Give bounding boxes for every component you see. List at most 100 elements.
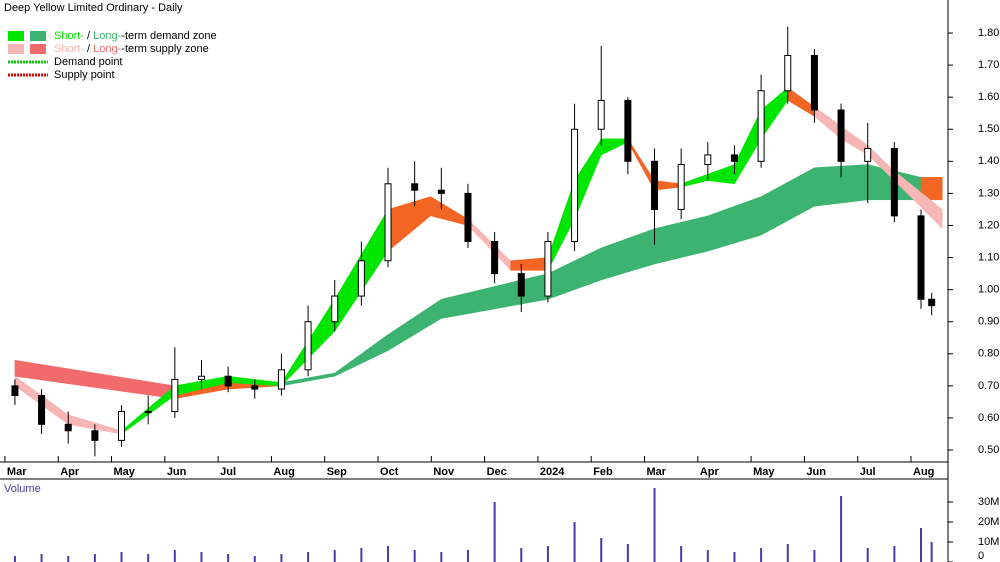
volume-bar bbox=[200, 552, 203, 562]
volume-bar bbox=[840, 496, 843, 562]
x-tick-label: May bbox=[114, 466, 136, 478]
candle-body bbox=[730, 154, 738, 162]
y-tick-label: 0.90 bbox=[978, 316, 999, 328]
candle-body bbox=[411, 183, 419, 191]
candle-body bbox=[544, 241, 552, 297]
volume-bar bbox=[680, 546, 683, 562]
volume-bar bbox=[786, 544, 789, 562]
zone-band bbox=[600, 138, 629, 156]
candle-body bbox=[597, 99, 605, 130]
zone-band bbox=[14, 359, 176, 399]
volume-bar bbox=[760, 548, 763, 562]
zone-band bbox=[840, 125, 868, 156]
x-tick-label: Dec bbox=[487, 466, 507, 478]
zone-band bbox=[707, 196, 762, 252]
y-tick-label: 1.10 bbox=[978, 251, 999, 263]
volume-bar bbox=[413, 550, 416, 562]
candle-body bbox=[704, 154, 712, 166]
x-tick-label: Feb bbox=[593, 466, 613, 478]
zone-band bbox=[654, 180, 682, 191]
volume-bar bbox=[307, 552, 310, 562]
zone-band bbox=[387, 298, 442, 352]
candle-body bbox=[251, 385, 259, 390]
legend-label: Supply point bbox=[54, 69, 115, 81]
candle-body bbox=[810, 54, 818, 111]
x-tick-label: Jul bbox=[220, 466, 236, 478]
y-tick-label: 30M bbox=[978, 496, 999, 508]
candle-body bbox=[118, 411, 126, 441]
candle-body bbox=[677, 164, 685, 210]
legend-label: Long- bbox=[93, 30, 121, 42]
candle-body bbox=[624, 99, 632, 162]
y-tick-label: 0.80 bbox=[978, 348, 999, 360]
legend-label: / bbox=[84, 30, 93, 42]
x-tick-label: Apr bbox=[700, 466, 720, 478]
volume-bar bbox=[173, 550, 176, 562]
candle-body bbox=[171, 378, 179, 413]
zone-band bbox=[814, 106, 842, 140]
candle-body bbox=[144, 411, 152, 414]
zone-band bbox=[441, 286, 495, 319]
volume-bar bbox=[653, 488, 656, 562]
legend-swatch bbox=[30, 31, 46, 41]
chart-title: Deep Yellow Limited Ordinary - Daily bbox=[4, 2, 183, 14]
candle-body bbox=[464, 192, 472, 243]
x-tick-label: Jul bbox=[860, 466, 876, 478]
candle-body bbox=[224, 375, 232, 387]
zone-band bbox=[600, 228, 655, 281]
volume-bar bbox=[626, 544, 629, 562]
volume-bar bbox=[227, 554, 230, 562]
zone-band bbox=[707, 164, 735, 185]
volume-bar bbox=[733, 552, 736, 562]
candle-body bbox=[64, 423, 72, 432]
candle-body bbox=[651, 160, 659, 210]
candle-body bbox=[331, 295, 339, 323]
candle-body bbox=[384, 183, 392, 262]
volume-bar bbox=[573, 522, 576, 562]
x-tick-label: Mar bbox=[7, 466, 27, 478]
volume-bar bbox=[333, 550, 336, 562]
candle-body bbox=[837, 109, 845, 162]
x-tick-label: Mar bbox=[647, 466, 667, 478]
volume-bar bbox=[387, 546, 390, 562]
y-tick-label: 20M bbox=[978, 516, 999, 528]
volume-bar bbox=[67, 556, 70, 562]
legend-swatch bbox=[8, 44, 24, 54]
legend-label: / bbox=[84, 43, 93, 55]
zone-band bbox=[547, 180, 575, 271]
volume-bar bbox=[360, 548, 363, 562]
candle-body bbox=[491, 241, 499, 275]
y-tick-label: 1.80 bbox=[978, 27, 999, 39]
volume-bar bbox=[920, 528, 923, 562]
zone-band bbox=[467, 218, 511, 272]
volume-bar bbox=[893, 546, 896, 562]
x-tick-label: Jun bbox=[806, 466, 826, 478]
zone-band bbox=[627, 138, 655, 192]
candle-body bbox=[357, 260, 365, 297]
x-tick-label: Oct bbox=[380, 466, 399, 478]
y-tick-label: 1.70 bbox=[978, 59, 999, 71]
legend-label: Short- bbox=[54, 43, 84, 55]
candle-body bbox=[277, 369, 285, 390]
volume-bar bbox=[546, 546, 549, 562]
zone-band bbox=[387, 196, 431, 252]
legend-label: Long- bbox=[93, 43, 121, 55]
legend-label: Short- bbox=[54, 30, 84, 42]
candle-body bbox=[917, 215, 925, 300]
candle-body bbox=[890, 148, 898, 217]
x-tick-label: Aug bbox=[273, 466, 294, 478]
volume-bar bbox=[120, 552, 123, 562]
volume-bar bbox=[706, 550, 709, 562]
zone-band bbox=[760, 167, 815, 236]
x-tick-label: Aug bbox=[913, 466, 934, 478]
candle-body bbox=[11, 385, 19, 396]
y-tick-label: 1.00 bbox=[978, 284, 999, 296]
legend-label: -term supply zone bbox=[121, 43, 208, 55]
volume-bar bbox=[280, 554, 283, 562]
zone-band bbox=[680, 173, 709, 188]
volume-bar bbox=[253, 556, 256, 562]
x-tick-label: May bbox=[753, 466, 775, 478]
volume-bar bbox=[493, 502, 496, 562]
y-tick-label: 1.40 bbox=[978, 155, 999, 167]
